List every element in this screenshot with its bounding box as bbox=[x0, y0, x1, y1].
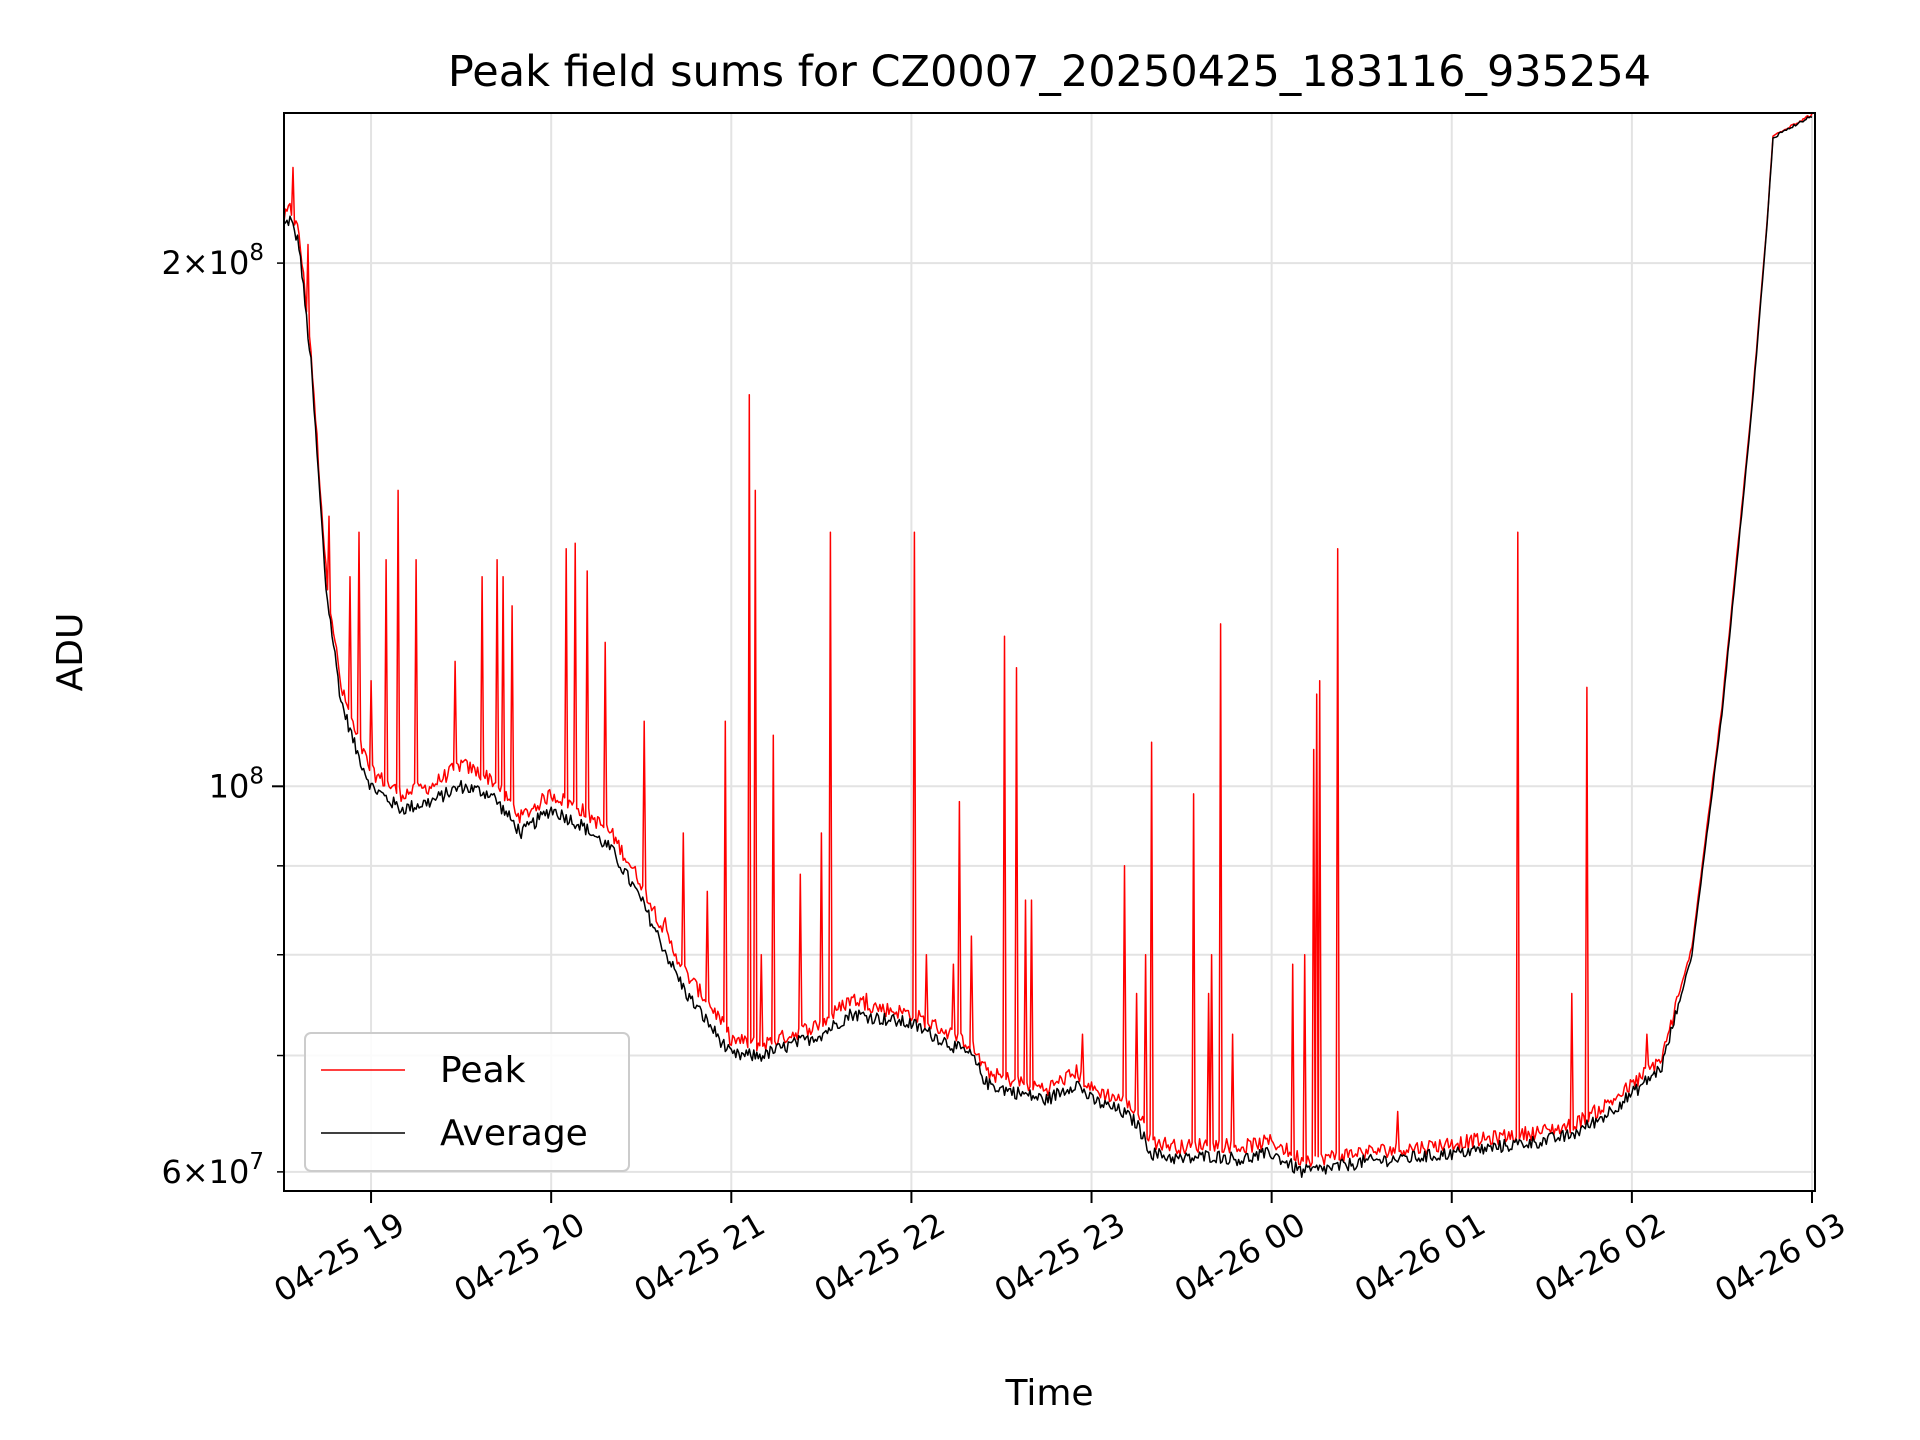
series-line-peak bbox=[284, 113, 1813, 1167]
y-axis-title: ADU bbox=[50, 613, 91, 692]
x-axis-title: Time bbox=[1004, 1373, 1093, 1414]
legend: Peak Average bbox=[304, 1032, 630, 1172]
plot-frame bbox=[283, 112, 1816, 1192]
legend-label-average: Average bbox=[440, 1113, 588, 1154]
legend-label-peak: Peak bbox=[440, 1050, 526, 1091]
y-tick-label: 108 bbox=[209, 763, 264, 805]
series-line-average bbox=[284, 115, 1813, 1178]
y-tick-label: 2×108 bbox=[161, 240, 264, 282]
series-layer bbox=[284, 113, 1813, 1178]
grid bbox=[284, 113, 1815, 1191]
legend-box bbox=[304, 1032, 630, 1172]
chart-title: Peak field sums for CZ0007_20250425_1831… bbox=[448, 47, 1651, 97]
y-tick-label: 6×107 bbox=[161, 1149, 264, 1191]
